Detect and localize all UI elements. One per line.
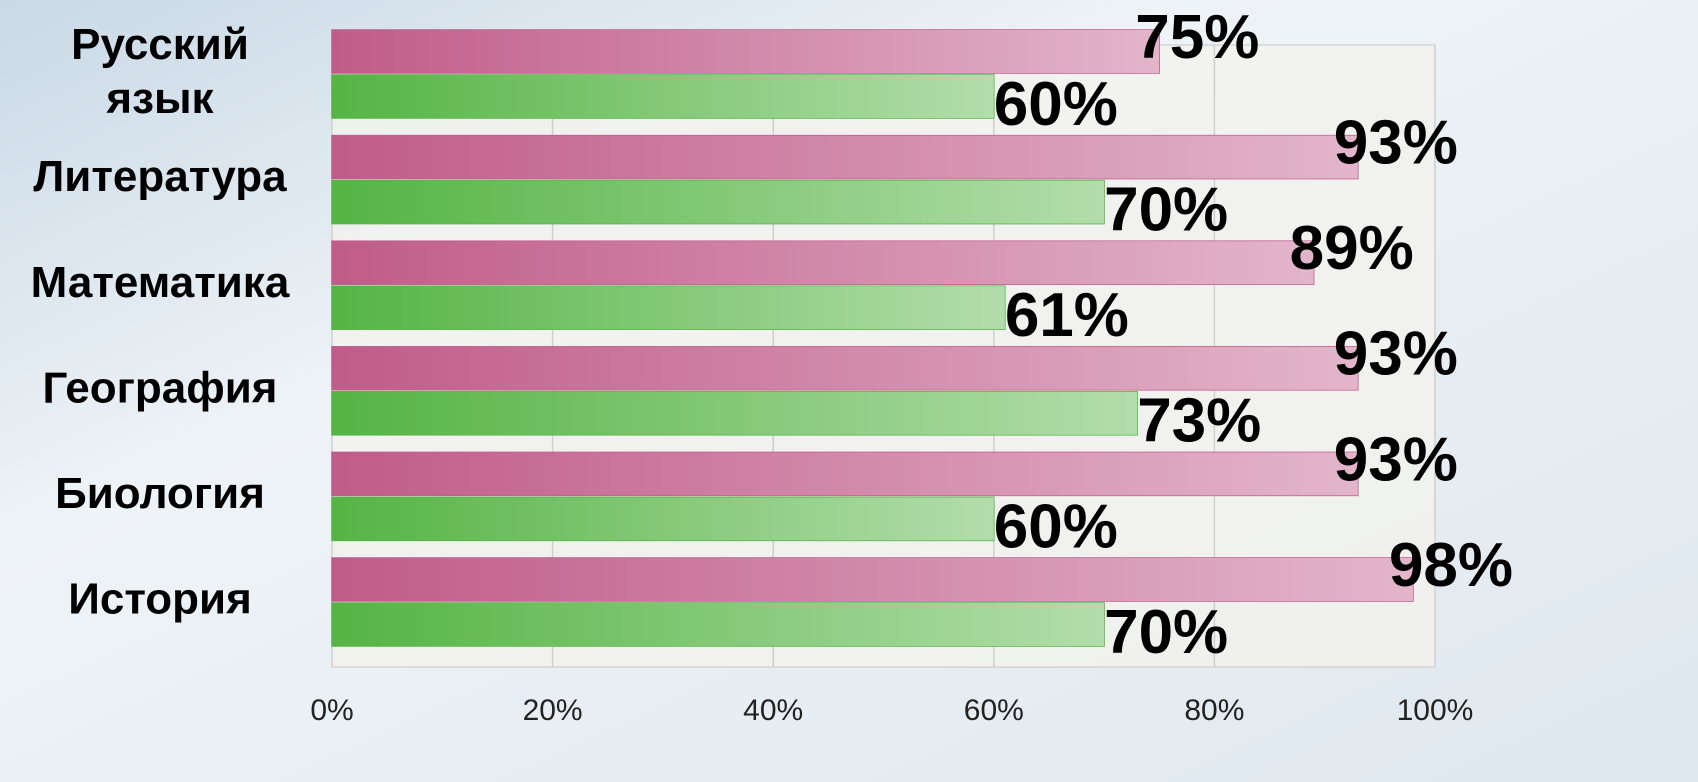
data-label: 98% <box>1389 531 1513 600</box>
bar-shine <box>332 180 1105 224</box>
data-label: 93% <box>1334 425 1458 494</box>
bar-shine <box>332 135 1358 179</box>
bar-shine <box>332 75 994 118</box>
x-tick-label: 20% <box>523 694 583 727</box>
bar-shine <box>332 241 1314 285</box>
data-label: 70% <box>1104 175 1228 244</box>
bar-shine <box>332 497 994 541</box>
category-label: История <box>68 575 252 624</box>
data-label: 61% <box>1005 281 1129 350</box>
category-label: Математика <box>31 258 290 307</box>
bar-shine <box>332 346 1358 390</box>
x-tick-label: 0% <box>310 694 353 727</box>
x-tick-label: 100% <box>1397 694 1474 727</box>
bar-shine <box>332 603 1105 646</box>
data-label: 73% <box>1137 387 1261 456</box>
x-tick-label: 80% <box>1184 694 1244 727</box>
bar-shine <box>332 286 1005 330</box>
category-label: География <box>43 363 278 412</box>
data-label: 75% <box>1135 3 1259 72</box>
bar-shine <box>332 30 1160 73</box>
category-label: Литература <box>33 152 287 201</box>
x-tick-label: 60% <box>964 694 1024 727</box>
category-label: Русский язык <box>71 20 249 123</box>
data-label: 60% <box>994 70 1118 139</box>
data-label: 70% <box>1104 598 1228 667</box>
data-label: 89% <box>1290 214 1414 283</box>
data-label: 60% <box>994 492 1118 561</box>
bar-shine <box>332 452 1358 496</box>
data-label: 93% <box>1334 108 1458 177</box>
x-tick-label: 40% <box>743 694 803 727</box>
data-label: 93% <box>1334 320 1458 389</box>
bar-shine <box>332 391 1138 435</box>
bar-shine <box>332 558 1413 601</box>
category-label: Биология <box>55 469 265 518</box>
